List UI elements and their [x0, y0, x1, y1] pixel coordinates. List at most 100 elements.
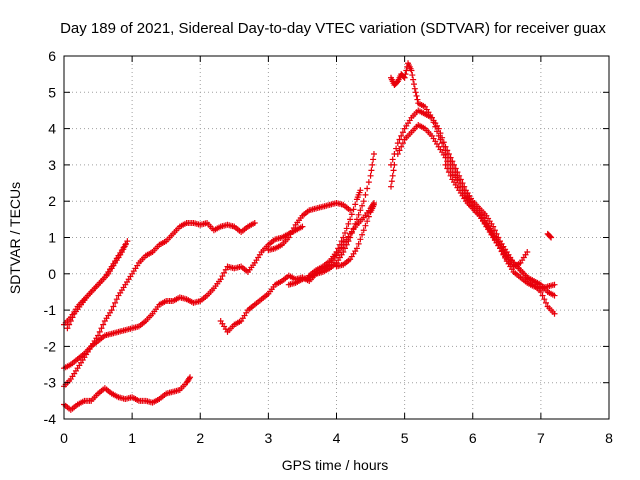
data-point — [64, 325, 71, 332]
data-point — [110, 303, 117, 310]
data-point — [414, 96, 421, 103]
data-point — [502, 254, 509, 261]
data-point — [435, 132, 442, 139]
data-point — [368, 167, 375, 174]
data-point — [456, 180, 463, 187]
data-point — [352, 220, 359, 227]
data-point — [98, 325, 105, 332]
data-point — [388, 183, 394, 190]
data-point — [490, 232, 497, 239]
y-tick-label: 4 — [48, 121, 56, 137]
data-point — [362, 191, 369, 198]
data-point — [353, 216, 360, 223]
y-tick-label: 1 — [48, 230, 56, 246]
data-point — [222, 266, 229, 273]
data-point — [121, 243, 128, 250]
data-point — [355, 240, 362, 247]
data-point — [491, 227, 498, 234]
data-point — [491, 235, 498, 242]
data-point — [551, 281, 558, 288]
data-point — [401, 74, 408, 81]
data-point — [444, 158, 451, 165]
data-point — [403, 67, 410, 74]
x-axis-label: GPS time / hours — [282, 457, 389, 473]
data-point — [124, 238, 131, 245]
y-tick-label: 0 — [48, 266, 56, 282]
data-point — [66, 321, 73, 328]
data-point — [122, 240, 129, 247]
y-tick-label: -1 — [44, 302, 57, 318]
data-point — [365, 179, 372, 186]
data-point — [289, 228, 296, 235]
data-point — [547, 233, 554, 240]
data-point — [336, 241, 343, 248]
data-point — [442, 161, 449, 168]
data-point — [398, 143, 405, 150]
data-point — [251, 219, 258, 226]
data-point — [348, 229, 355, 236]
data-point — [96, 328, 103, 335]
data-point — [490, 223, 497, 230]
data-point — [409, 72, 416, 79]
data-point — [69, 314, 76, 321]
data-point — [357, 187, 364, 194]
y-tick-label: 5 — [48, 84, 56, 100]
data-point — [389, 172, 396, 179]
data-point — [394, 140, 401, 147]
data-point — [365, 213, 372, 220]
data-point — [367, 172, 374, 179]
data-point — [359, 231, 366, 238]
data-point — [352, 201, 359, 208]
x-tick-label: 4 — [333, 430, 341, 446]
x-tick-label: 5 — [401, 430, 409, 446]
data-points — [61, 60, 558, 413]
data-point — [340, 234, 347, 241]
data-point — [408, 67, 415, 74]
data-point — [390, 167, 397, 174]
data-point — [353, 245, 360, 252]
data-point — [399, 140, 406, 147]
data-point — [432, 123, 439, 130]
data-point — [447, 172, 454, 179]
x-tick-label: 3 — [264, 430, 272, 446]
data-point — [445, 169, 452, 176]
data-point — [396, 147, 403, 154]
data-point — [439, 140, 446, 147]
data-point — [112, 299, 119, 306]
data-point — [350, 206, 357, 213]
data-point — [100, 321, 107, 328]
data-point — [338, 238, 345, 245]
x-tick-label: 0 — [60, 430, 68, 446]
data-point — [412, 89, 419, 96]
data-point — [347, 207, 354, 214]
data-point — [347, 216, 354, 223]
data-point — [187, 374, 194, 381]
data-point — [498, 248, 505, 255]
data-point — [393, 145, 400, 152]
data-point — [359, 202, 366, 209]
data-point — [389, 156, 396, 163]
data-point — [394, 151, 401, 158]
data-point — [342, 245, 349, 252]
x-tick-label: 2 — [196, 430, 204, 446]
data-point — [548, 234, 555, 241]
data-point — [539, 292, 546, 299]
y-tick-label: 2 — [48, 193, 56, 209]
data-point — [347, 234, 354, 241]
data-point — [551, 292, 558, 299]
data-point — [350, 225, 357, 232]
y-axis-label: SDTVAR / TECUs — [7, 182, 23, 294]
data-point — [410, 76, 417, 83]
data-point — [364, 218, 371, 225]
x-tick-label: 8 — [605, 430, 613, 446]
data-point — [299, 223, 306, 230]
data-point — [333, 249, 340, 256]
data-point — [524, 249, 531, 256]
data-point — [370, 156, 377, 163]
data-point — [357, 207, 364, 214]
x-tick-label: 1 — [128, 430, 136, 446]
data-point — [343, 241, 350, 248]
y-tick-labels: -4 -3 -2 -1 0 1 2 3 4 5 6 — [44, 48, 57, 427]
data-point — [67, 317, 74, 324]
